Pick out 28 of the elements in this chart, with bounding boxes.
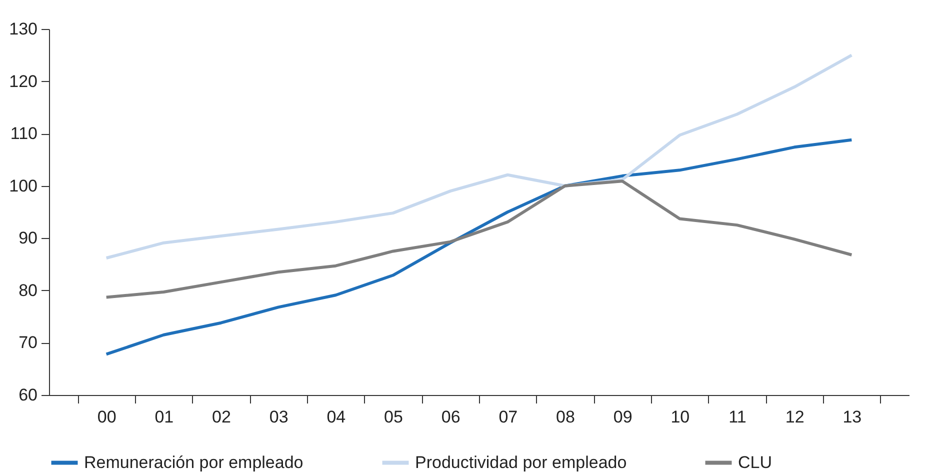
x-tick-label: 05 bbox=[384, 408, 403, 426]
y-tick-label: 110 bbox=[10, 124, 38, 144]
line-series bbox=[104, 138, 854, 356]
line-series bbox=[104, 54, 854, 260]
legend-label: CLU bbox=[738, 452, 772, 472]
legend-label: Productividad por empleado bbox=[415, 452, 627, 472]
x-tick-label: 07 bbox=[498, 408, 518, 426]
x-tick-label: 01 bbox=[154, 408, 174, 426]
y-tick-label: 70 bbox=[18, 333, 38, 352]
x-tick-label: 04 bbox=[326, 408, 346, 426]
y-tick-label: 80 bbox=[18, 280, 38, 300]
x-tick-label: 13 bbox=[842, 408, 862, 426]
x-tick-label: 03 bbox=[269, 408, 288, 426]
x-tick-label: 00 bbox=[97, 408, 116, 426]
x-tick-label: 12 bbox=[785, 408, 804, 426]
y-tick-label: 100 bbox=[9, 176, 38, 196]
y-tick-label: 90 bbox=[18, 228, 38, 248]
y-tick-label: 60 bbox=[18, 386, 38, 404]
x-tick-label: 09 bbox=[613, 408, 632, 426]
x-tick-label: 10 bbox=[670, 408, 690, 426]
x-tick-label: 02 bbox=[212, 408, 231, 426]
legend-label: Remuneración por empleado bbox=[84, 452, 304, 472]
x-tick-label: 08 bbox=[556, 408, 575, 426]
y-tick-label: 130 bbox=[9, 20, 38, 38]
x-tick-label: 06 bbox=[441, 408, 460, 426]
line-series bbox=[104, 180, 854, 299]
x-tick-label: 11 bbox=[728, 408, 746, 426]
y-tick-label: 120 bbox=[9, 72, 38, 91]
